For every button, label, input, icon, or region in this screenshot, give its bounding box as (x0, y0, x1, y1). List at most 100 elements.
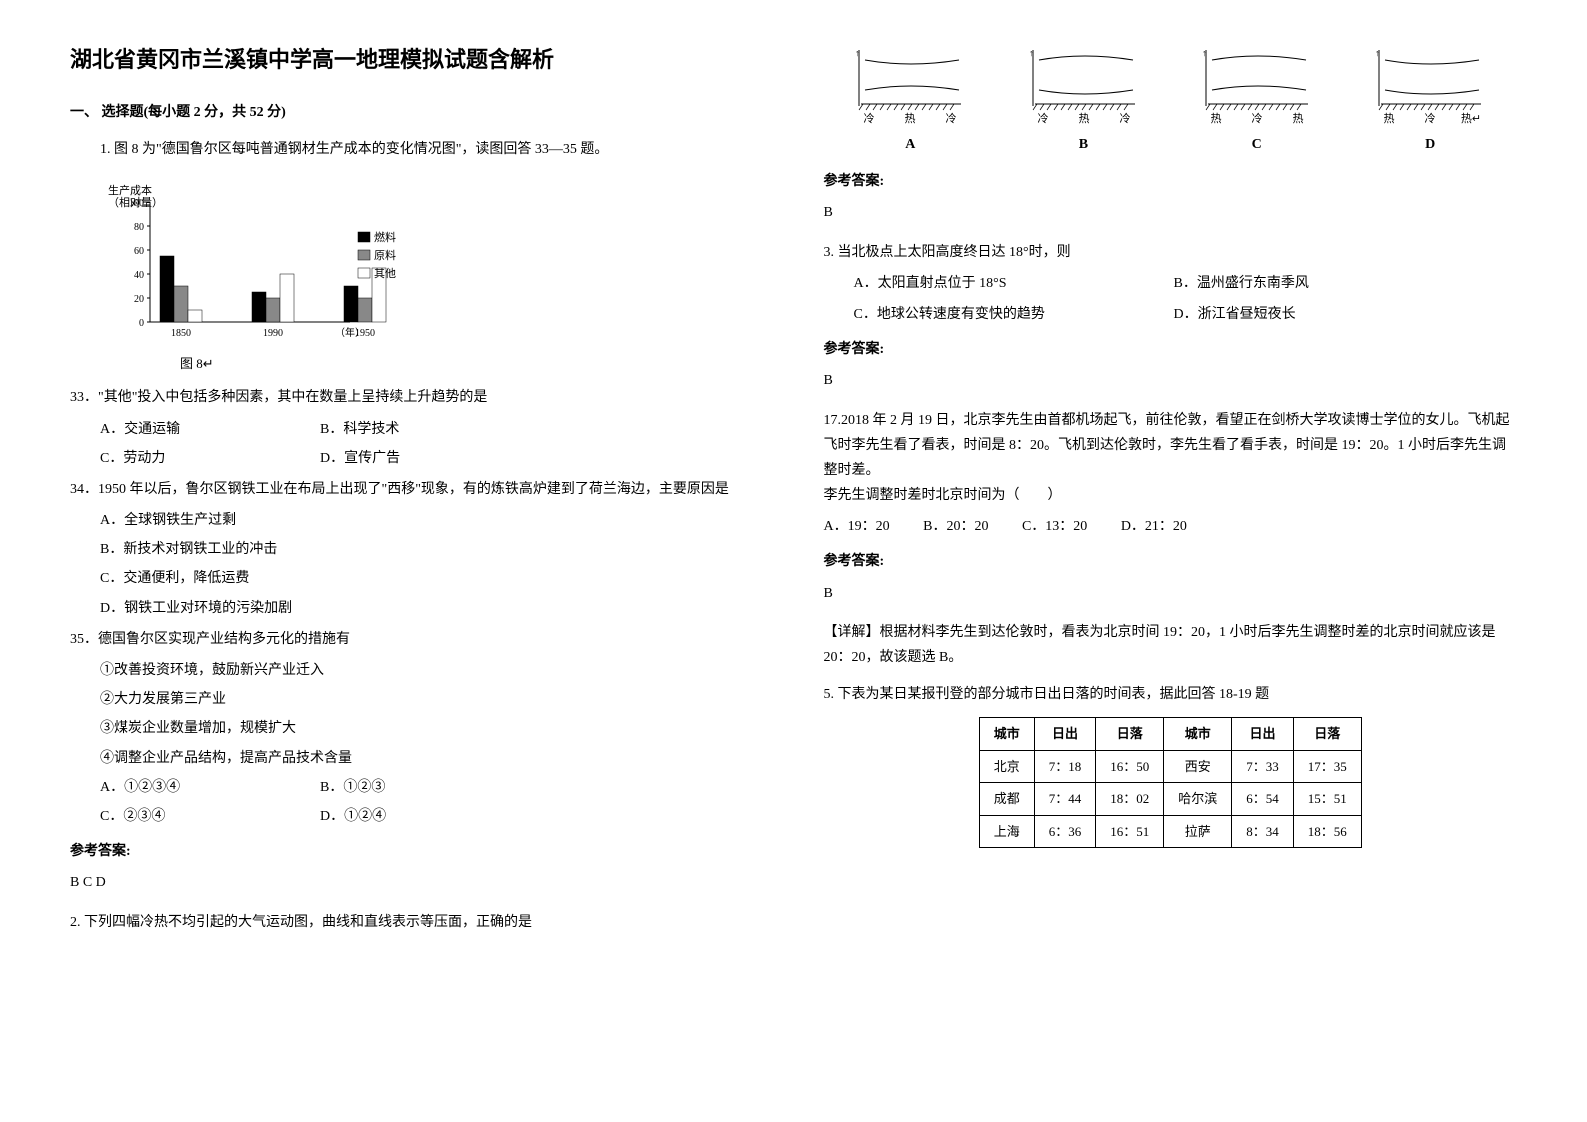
q35-opt-a: A．①②③④ (100, 775, 320, 800)
right-column: ↑冷热冷 ↑冷热冷 ↑热冷热 ↑热冷热↵ A B C D 参考答案: B 3. … (794, 40, 1538, 1082)
q34-stem: 34．1950 年以后，鲁尔区钢铁工业在布局上出现了"西移"现象，有的炼铁高炉建… (70, 477, 764, 502)
q34-opt-a: A．全球钢铁生产过剩 (100, 508, 764, 533)
diagram-b: ↑冷热冷 (1029, 46, 1139, 126)
table-row: 上海6：3616：51拉萨8：3418：56 (979, 815, 1361, 847)
q35-item1: ①改善投资环境，鼓励新兴产业迁入 (100, 658, 764, 683)
q35-opt-d: D．①②④ (320, 804, 540, 829)
q1-chart: 生产成本（相对量）0204060801001850199019502000（年）… (100, 172, 764, 375)
svg-text:热: 热 (1384, 112, 1395, 125)
q2-diagrams: ↑冷热冷 ↑冷热冷 ↑热冷热 ↑热冷热↵ (824, 46, 1518, 126)
q4-answer: B (824, 581, 1518, 606)
q3-opts-row2: C．地球公转速度有变快的趋势 D．浙江省昼短夜长 (854, 302, 1518, 327)
svg-text:↑: ↑ (1375, 48, 1380, 58)
q33-opt-b: B．科学技术 (320, 417, 540, 442)
table-cell: 7：44 (1034, 783, 1096, 815)
svg-text:冷: 冷 (1119, 112, 1130, 125)
table-cell: 6：36 (1034, 815, 1096, 847)
table-row: 成都7：4418：02哈尔滨6：5415：51 (979, 783, 1361, 815)
q1-answer: B C D (70, 870, 764, 895)
q33-opt-a: A．交通运输 (100, 417, 320, 442)
q4-pretext: 17.2018 年 2 月 19 日，北京李先生由首都机场起飞，前往伦敦，看望正… (824, 408, 1518, 484)
svg-text:冷: 冷 (1425, 112, 1436, 125)
svg-text:20: 20 (134, 294, 144, 305)
q1-stem: 1. 图 8 为"德国鲁尔区每吨普通钢材生产成本的变化情况图"，读图回答 33—… (100, 137, 764, 162)
q4-opts: A．19：20 B．20：20 C．13：20 D．21：20 (824, 514, 1518, 539)
q4-explanation: 【详解】根据材料李先生到达伦敦时，看表为北京时间 19：20，1 小时后李先生调… (824, 620, 1518, 670)
table-row: 北京7：1816：50西安7：3317：35 (979, 750, 1361, 782)
svg-text:燃料: 燃料 (374, 230, 396, 244)
svg-text:生产成本: 生产成本 (108, 183, 152, 197)
q3-opt-b: B．温州盛行东南季风 (1174, 271, 1309, 296)
table-cell: 上海 (979, 815, 1034, 847)
q34-opt-b: B．新技术对钢铁工业的冲击 (100, 537, 764, 562)
q1-answer-label: 参考答案: (70, 839, 764, 864)
q33-stem: 33．"其他"投入中包括多种因素，其中在数量上呈持续上升趋势的是 (70, 385, 764, 410)
q4-opt-b: B．20：20 (923, 519, 988, 534)
table-header: 日出 (1034, 718, 1096, 750)
svg-text:40: 40 (134, 270, 144, 281)
q2-answer: B (824, 200, 1518, 225)
q4-opt-d: D．21：20 (1121, 519, 1187, 534)
q3-opts-row1: A．太阳直射点位于 18°S B．温州盛行东南季风 (854, 271, 1518, 296)
svg-text:100: 100 (129, 198, 144, 209)
svg-text:60: 60 (134, 246, 144, 257)
table-header: 日出 (1232, 718, 1294, 750)
q33-opts-row1: A．交通运输 B．科学技术 (100, 417, 764, 442)
svg-text:热↵: 热↵ (1461, 112, 1481, 125)
diag-letter-d: D (1425, 132, 1435, 157)
svg-text:原料: 原料 (374, 248, 396, 262)
q4-stem: 李先生调整时差时北京时间为（ ） (824, 483, 1518, 508)
page-title: 湖北省黄冈市兰溪镇中学高一地理模拟试题含解析 (70, 40, 764, 80)
svg-text:冷: 冷 (1037, 112, 1048, 125)
svg-text:↑: ↑ (1202, 48, 1207, 58)
q35-item3: ③煤炭企业数量增加，规模扩大 (100, 716, 764, 741)
table-cell: 16：51 (1096, 815, 1164, 847)
q3-opt-a: A．太阳直射点位于 18°S (854, 271, 1174, 296)
svg-text:冷: 冷 (864, 112, 875, 125)
q35-opts-row2: C．②③④ D．①②④ (100, 804, 764, 829)
table-header: 城市 (979, 718, 1034, 750)
table-cell: 8：34 (1232, 815, 1294, 847)
svg-text:↑: ↑ (855, 48, 860, 58)
table-cell: 18：56 (1293, 815, 1361, 847)
q34-opt-d: D．钢铁工业对环境的污染加剧 (100, 596, 764, 621)
table-cell: 成都 (979, 783, 1034, 815)
svg-text:冷: 冷 (1251, 112, 1262, 125)
q35-opt-c: C．②③④ (100, 804, 320, 829)
svg-text:热: 热 (905, 112, 916, 125)
section-heading: 一、 选择题(每小题 2 分，共 52 分) (70, 100, 764, 125)
q4-opt-a: A．19：20 (824, 519, 890, 534)
table-header: 日落 (1096, 718, 1164, 750)
table-cell: 拉萨 (1164, 815, 1232, 847)
q5-stem: 5. 下表为某日某报刊登的部分城市日出日落的时间表，据此回答 18-19 题 (824, 682, 1518, 707)
q33-opt-d: D．宣传广告 (320, 446, 540, 471)
q3-opt-c: C．地球公转速度有变快的趋势 (854, 302, 1174, 327)
svg-text:冷: 冷 (946, 112, 957, 125)
q35-item4: ④调整企业产品结构，提高产品技术含量 (100, 746, 764, 771)
table-cell: 7：18 (1034, 750, 1096, 782)
table-cell: 18：02 (1096, 783, 1164, 815)
table-cell: 哈尔滨 (1164, 783, 1232, 815)
svg-text:0: 0 (139, 318, 144, 329)
svg-text:80: 80 (134, 222, 144, 233)
svg-text:其他: 其他 (374, 267, 396, 280)
q33-opts-row2: C．劳动力 D．宣传广告 (100, 446, 764, 471)
q3-answer-label: 参考答案: (824, 337, 1518, 362)
diag-letter-c: C (1252, 132, 1262, 157)
q5-table: 城市日出日落城市日出日落北京7：1816：50西安7：3317：35成都7：44… (979, 717, 1362, 848)
table-cell: 16：50 (1096, 750, 1164, 782)
chart-caption: 图 8↵ (180, 352, 764, 375)
diag-letter-b: B (1079, 132, 1088, 157)
q3-stem: 3. 当北极点上太阳高度终日达 18°时，则 (824, 240, 1518, 265)
q2-diagram-letters: A B C D (824, 132, 1518, 157)
svg-text:热: 热 (1078, 112, 1089, 125)
svg-text:热: 热 (1292, 112, 1303, 125)
diag-letter-a: A (905, 132, 915, 157)
q4-opt-c: C．13：20 (1022, 519, 1087, 534)
q3-opt-d: D．浙江省昼短夜长 (1174, 302, 1296, 327)
table-cell: 6：54 (1232, 783, 1294, 815)
svg-text:（年）: （年） (335, 326, 365, 339)
svg-text:1850: 1850 (171, 328, 191, 339)
left-column: 湖北省黄冈市兰溪镇中学高一地理模拟试题含解析 一、 选择题(每小题 2 分，共 … (50, 40, 794, 1082)
table-cell: 7：33 (1232, 750, 1294, 782)
